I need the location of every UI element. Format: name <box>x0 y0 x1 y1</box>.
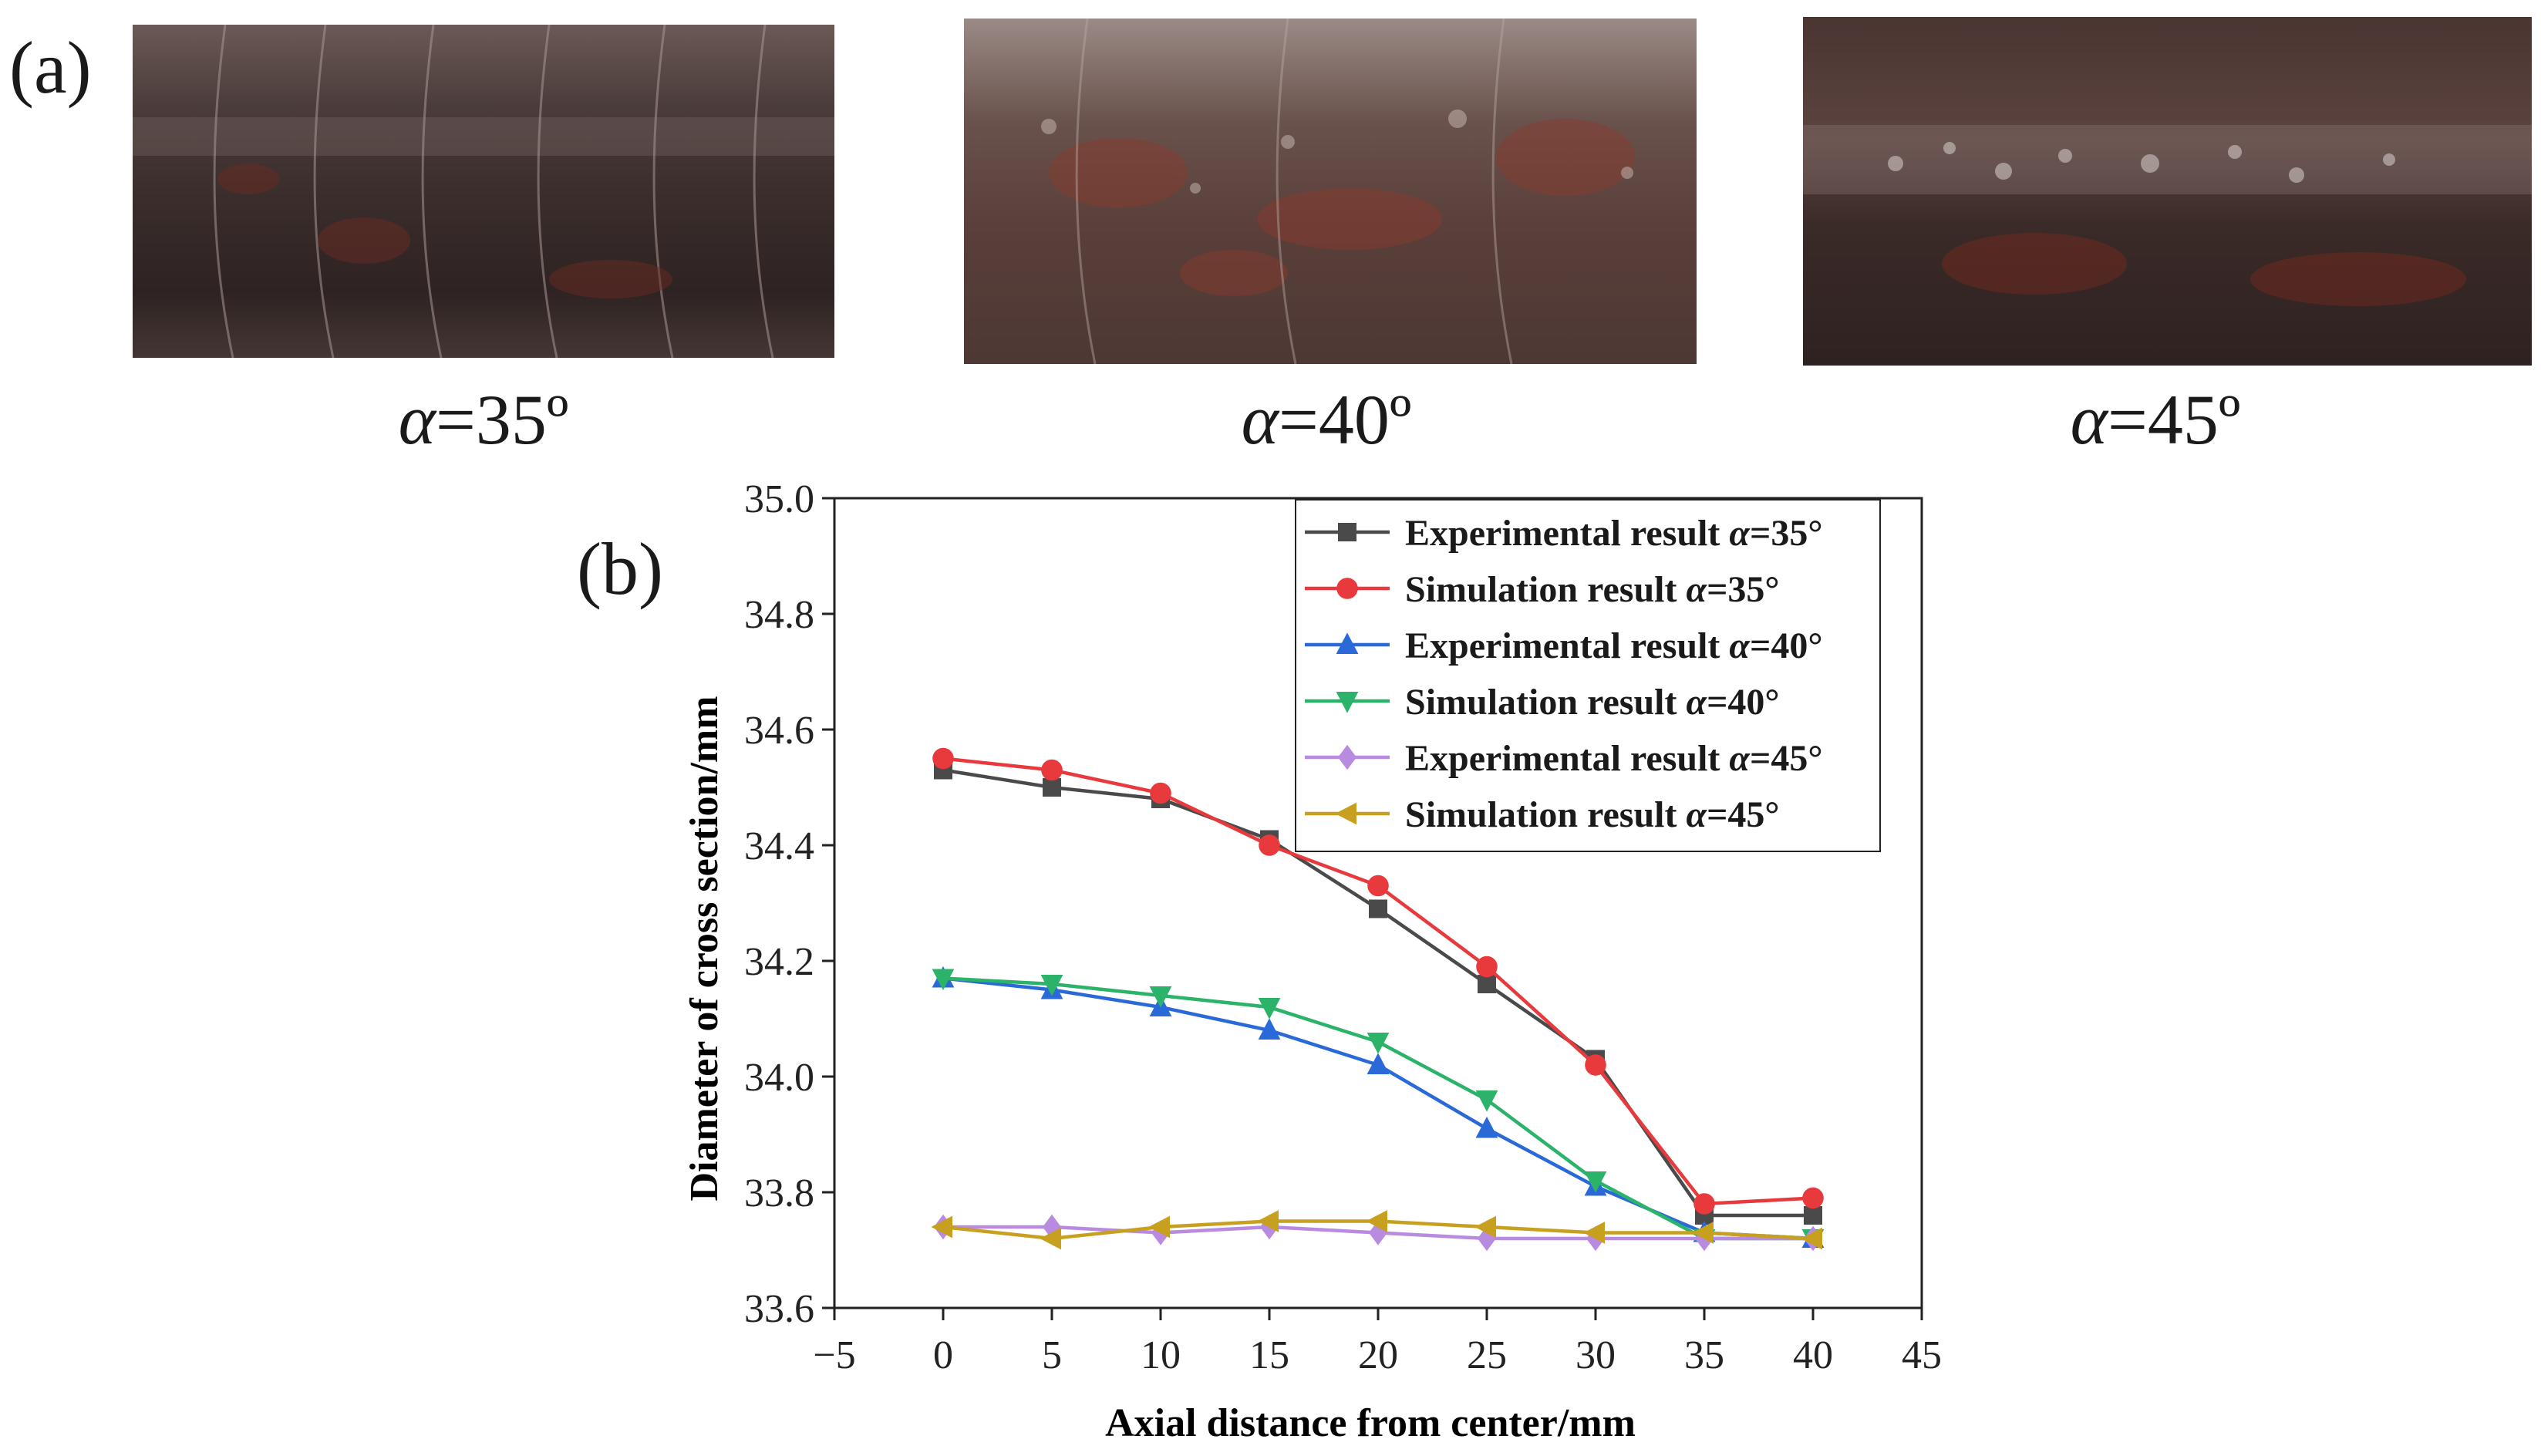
x-tick-label: 10 <box>1141 1333 1181 1377</box>
data-point <box>1149 986 1172 1008</box>
x-tick-label: 25 <box>1467 1333 1507 1377</box>
data-point <box>1475 1116 1498 1138</box>
pipe-photo-40 <box>964 19 1697 364</box>
legend-marker <box>1335 802 1356 825</box>
y-tick-label: 33.6 <box>744 1287 814 1331</box>
legend-label: Simulation result α=45° <box>1405 794 1780 835</box>
y-tick-label: 34.2 <box>744 940 814 984</box>
chart-series <box>931 747 1825 1252</box>
legend-entry: Experimental result α=40° <box>1305 625 1823 666</box>
data-point <box>1040 1227 1061 1250</box>
legend-label: Experimental result α=45° <box>1405 738 1823 779</box>
data-point <box>1584 1171 1607 1193</box>
data-point <box>1692 1222 1714 1244</box>
x-tick-label: 20 <box>1358 1333 1398 1377</box>
legend-box <box>1295 499 1881 852</box>
y-tick-label: 34.4 <box>744 824 814 868</box>
data-point <box>1040 975 1063 996</box>
legend-entry: Simulation result α=45° <box>1305 794 1780 835</box>
photo-caption-35: α=35º <box>398 380 569 459</box>
photo-caption-40: α=40º <box>1241 380 1412 459</box>
data-point <box>1258 998 1281 1020</box>
x-tick-label: 0 <box>933 1333 953 1377</box>
data-point <box>1366 1210 1387 1232</box>
legend-marker <box>1338 523 1356 541</box>
pipe-photo-35 <box>133 25 834 358</box>
legend-label: Experimental result α=35° <box>1405 513 1823 554</box>
data-point <box>1802 1187 1824 1209</box>
data-point <box>931 1215 952 1239</box>
legend-entry: Experimental result α=45° <box>1305 738 1823 779</box>
legend-marker <box>1336 692 1359 713</box>
x-tick-label: 35 <box>1684 1333 1724 1377</box>
chart-legend: Experimental result α=35° Simulation resu… <box>1295 499 1881 852</box>
data-point <box>1476 956 1498 978</box>
legend-label: Simulation result α=35° <box>1405 569 1780 610</box>
y-axis-label: Diameter of cross section/mm <box>682 696 726 1201</box>
x-tick-label: −5 <box>813 1333 855 1377</box>
data-point <box>1257 1210 1279 1232</box>
series-line <box>942 976 1813 1241</box>
data-point <box>1474 1215 1496 1239</box>
legend-marker <box>1338 744 1356 770</box>
data-point <box>1259 834 1280 856</box>
legend-entry: Simulation result α=35° <box>1305 569 1780 610</box>
x-tick-label: 45 <box>1902 1333 1942 1377</box>
series-line <box>942 976 1814 1241</box>
chart-axes: −5 0 5 10 15 20 25 30 35 40 45 33.6 33.8 34.0 34.2 34.4… <box>744 477 1942 1377</box>
y-tick-label: 34.8 <box>744 593 814 637</box>
data-point <box>1801 1227 1822 1250</box>
panel-a-label: (a) <box>9 26 92 109</box>
y-tick-label: 33.8 <box>744 1171 814 1215</box>
data-point <box>1475 1090 1498 1112</box>
data-point <box>1043 778 1061 797</box>
x-tick-label: 40 <box>1793 1333 1833 1377</box>
data-point <box>1367 1053 1390 1074</box>
data-point <box>1804 1206 1822 1225</box>
data-point <box>1583 1222 1605 1244</box>
x-tick-label: 30 <box>1575 1333 1616 1377</box>
legend-marker <box>1336 578 1358 599</box>
y-tick-label: 34.6 <box>744 709 814 753</box>
data-point <box>1258 1018 1281 1040</box>
legend-marker <box>1336 632 1359 654</box>
panel-b-label: (b) <box>577 527 663 610</box>
pipe-photo-45 <box>1803 17 2532 366</box>
x-tick-label: 15 <box>1249 1333 1289 1377</box>
x-axis-label: Axial distance from center/mm <box>1105 1401 1636 1445</box>
legend-label: Experimental result α=40° <box>1405 625 1823 666</box>
data-point <box>1585 1054 1606 1076</box>
legend-label: Simulation result α=40° <box>1405 682 1780 723</box>
data-point <box>1693 1193 1715 1215</box>
data-point <box>1369 899 1387 918</box>
legend-entry: Simulation result α=40° <box>1305 682 1780 723</box>
y-tick-label: 34.0 <box>744 1056 814 1100</box>
data-point <box>932 747 954 770</box>
data-point <box>1148 1215 1170 1239</box>
data-point <box>1367 1033 1390 1054</box>
x-tick-label: 5 <box>1042 1333 1062 1377</box>
data-point <box>1478 975 1496 993</box>
legend-entry: Experimental result α=35° <box>1305 513 1823 554</box>
photo-caption-45: α=45º <box>2070 380 2241 459</box>
data-point <box>1367 875 1389 897</box>
data-point <box>1150 782 1171 804</box>
series-2 <box>932 747 1824 1215</box>
data-point <box>932 969 955 991</box>
y-tick-label: 35.0 <box>744 477 814 521</box>
series-3 <box>932 966 1825 1248</box>
series-4 <box>932 969 1825 1251</box>
series-6 <box>931 1210 1822 1250</box>
data-point <box>1041 759 1063 781</box>
